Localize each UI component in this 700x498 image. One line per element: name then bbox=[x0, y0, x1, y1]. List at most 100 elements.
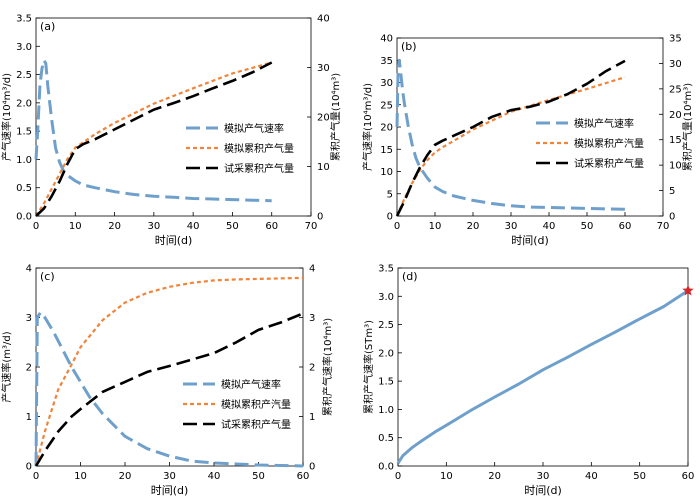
y-tick-label: 4 bbox=[26, 264, 32, 275]
x-tick-label: 50 bbox=[633, 471, 646, 482]
legend-label: 模拟累积产汽量 bbox=[574, 137, 644, 150]
y-axis-label: 产气速率(10⁴m³/d) bbox=[0, 73, 13, 161]
y-axis-label: 产气速率(10⁴m³/d) bbox=[361, 83, 374, 171]
x-tick-label: 50 bbox=[581, 221, 594, 232]
panel-label: (d) bbox=[402, 270, 418, 283]
y-right-tick-label: 30 bbox=[317, 63, 330, 74]
legend-label: 模拟累积产气量 bbox=[224, 142, 294, 155]
legend-label: 模拟累积产汽量 bbox=[221, 398, 291, 411]
x-tick-label: 70 bbox=[305, 221, 318, 232]
x-tick-label: 60 bbox=[265, 221, 278, 232]
panel-label: (a) bbox=[40, 20, 55, 33]
y-tick-label: 2.5 bbox=[16, 70, 32, 81]
y-tick-label: 1.0 bbox=[16, 155, 32, 166]
y-right-tick-label: 40 bbox=[317, 14, 330, 25]
y-tick-label: 1.5 bbox=[16, 127, 32, 138]
y-right-axis-label: 累积产气速率(10⁴m³) bbox=[321, 318, 334, 416]
y-right-tick-label: 15 bbox=[669, 135, 682, 146]
x-tick-label: 0 bbox=[33, 471, 39, 482]
y-tick-label: 0 bbox=[387, 212, 393, 223]
y-tick-label: 1.5 bbox=[378, 377, 394, 388]
x-tick-label: 50 bbox=[252, 471, 265, 482]
y-right-tick-label: 1 bbox=[309, 412, 315, 423]
x-tick-label: 30 bbox=[163, 471, 176, 482]
x-tick-label: 10 bbox=[74, 471, 87, 482]
y-tick-label: 2.0 bbox=[16, 98, 32, 109]
series-line-3 bbox=[395, 59, 626, 217]
legend-label: 模拟产气速率 bbox=[224, 122, 284, 135]
y-right-tick-label: 0 bbox=[309, 462, 315, 473]
x-tick-label: 20 bbox=[488, 471, 501, 482]
series-line-2 bbox=[35, 61, 272, 217]
y-right-axis-label: 累积产气量(10⁴m³) bbox=[329, 73, 342, 161]
y-right-tick-label: 35 bbox=[669, 34, 682, 45]
x-axis-label: 时间(d) bbox=[155, 234, 193, 247]
x-tick-label: 10 bbox=[440, 471, 453, 482]
y-tick-label: 5 bbox=[387, 189, 393, 200]
y-tick-label: 0.0 bbox=[378, 462, 394, 473]
y-tick-label: 0.5 bbox=[378, 433, 394, 444]
series-line-1 bbox=[396, 289, 689, 465]
x-tick-label: 30 bbox=[147, 221, 160, 232]
y-tick-label: 20 bbox=[380, 123, 393, 134]
x-tick-label: 60 bbox=[619, 221, 632, 232]
x-tick-label: 40 bbox=[208, 471, 221, 482]
x-axis-label: 时间(d) bbox=[511, 234, 549, 247]
y-tick-label: 35 bbox=[380, 56, 393, 67]
y-tick-label: 2.0 bbox=[378, 348, 394, 359]
x-axis-label: 时间(d) bbox=[524, 484, 562, 497]
series-line-1 bbox=[395, 58, 626, 211]
y-right-axis-label: 累积产气量(10⁴m³) bbox=[681, 83, 694, 171]
y-right-tick-label: 30 bbox=[669, 59, 682, 70]
y-right-tick-label: 2 bbox=[309, 363, 315, 374]
legend-label: 试采累积产气量 bbox=[224, 162, 294, 175]
panel-label: (b) bbox=[401, 40, 417, 53]
series-line-3 bbox=[34, 312, 304, 467]
y-tick-label: 3.5 bbox=[16, 14, 32, 25]
series-line-3 bbox=[35, 61, 273, 217]
y-right-tick-label: 10 bbox=[669, 161, 682, 172]
x-tick-label: 10 bbox=[69, 221, 82, 232]
y-tick-label: 40 bbox=[380, 34, 393, 45]
legend-label: 试采累积产气量 bbox=[574, 157, 644, 170]
y-tick-label: 3 bbox=[26, 313, 32, 324]
x-tick-label: 50 bbox=[226, 221, 239, 232]
x-tick-label: 0 bbox=[33, 221, 39, 232]
y-tick-label: 2.5 bbox=[378, 320, 394, 331]
chart-panel-3: 0 10 20 30 40 50 600123401234(c)时间(d)产气速率(m³/d… bbox=[0, 264, 334, 498]
x-tick-label: 20 bbox=[119, 471, 132, 482]
y-tick-label: 1.0 bbox=[378, 405, 394, 416]
x-axis-label: 时间(d) bbox=[151, 484, 189, 497]
series-line-2 bbox=[395, 76, 626, 217]
y-tick-label: 10 bbox=[380, 167, 393, 178]
x-tick-label: 30 bbox=[537, 471, 550, 482]
chart-panel-2: 0 10 20 30 40 50 60 700510152025303540051015202… bbox=[361, 34, 694, 248]
y-tick-label: 0 bbox=[26, 462, 32, 473]
y-right-tick-label: 25 bbox=[669, 84, 682, 95]
x-tick-label: 70 bbox=[657, 221, 670, 232]
y-right-tick-label: 0 bbox=[317, 212, 323, 223]
series-line-1 bbox=[34, 311, 304, 468]
x-tick-label: 20 bbox=[108, 221, 121, 232]
legend-label: 试采累积产气量 bbox=[221, 418, 291, 431]
y-tick-label: 30 bbox=[380, 78, 393, 89]
y-right-tick-label: 3 bbox=[309, 313, 315, 324]
y-tick-label: 0.5 bbox=[16, 183, 32, 194]
x-tick-label: 40 bbox=[543, 221, 556, 232]
x-tick-label: 30 bbox=[505, 221, 518, 232]
x-tick-label: 40 bbox=[187, 221, 200, 232]
plot-frame bbox=[397, 267, 689, 467]
x-tick-label: 0 bbox=[395, 471, 401, 482]
x-tick-label: 60 bbox=[682, 471, 695, 482]
x-tick-label: 10 bbox=[429, 221, 442, 232]
y-tick-label: 1 bbox=[26, 412, 32, 423]
y-right-tick-label: 5 bbox=[669, 186, 675, 197]
y-tick-label: 2 bbox=[26, 363, 32, 374]
legend-label: 模拟产气速率 bbox=[221, 378, 281, 391]
x-tick-label: 60 bbox=[297, 471, 310, 482]
y-tick-label: 25 bbox=[380, 100, 393, 111]
x-tick-label: 20 bbox=[467, 221, 480, 232]
legend-label: 模拟产气速率 bbox=[574, 117, 634, 130]
star-marker bbox=[682, 284, 694, 296]
y-right-tick-label: 10 bbox=[317, 162, 330, 173]
